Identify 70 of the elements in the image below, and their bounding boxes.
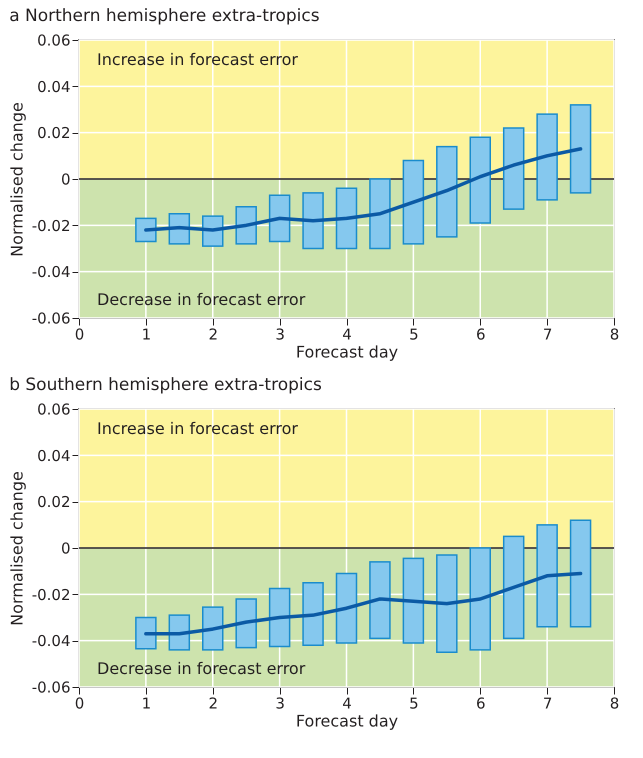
line-series — [144, 572, 582, 636]
bar — [268, 194, 290, 242]
bar — [402, 160, 424, 245]
y-tick-label: 0.04 — [37, 78, 70, 96]
bar — [570, 519, 592, 628]
x-tick-label: 6 — [476, 694, 486, 712]
chart-title: a Northern hemisphere extra-tropics — [9, 6, 320, 26]
y-tick-label: 0 — [60, 540, 70, 558]
bar — [302, 192, 324, 250]
bar — [369, 178, 391, 250]
y-axis-title: Normalised change — [8, 102, 27, 257]
bar — [502, 127, 524, 210]
y-tick-label: -0.04 — [32, 632, 70, 650]
y-tick-label: 0.02 — [37, 493, 70, 512]
bar — [536, 524, 558, 628]
bar — [369, 561, 391, 640]
y-tick-label: -0.04 — [32, 263, 70, 282]
y-tick-label: 0.06 — [37, 400, 70, 418]
bar — [235, 206, 257, 245]
x-axis-title: Forecast day — [296, 342, 398, 362]
bar — [536, 113, 558, 201]
x-tick-label: 3 — [275, 326, 285, 344]
bar — [235, 598, 257, 648]
x-tick-label: 5 — [409, 694, 419, 712]
y-tick-label: 0.04 — [37, 446, 70, 465]
y-tick-label: -0.02 — [32, 586, 70, 604]
bar — [135, 218, 157, 242]
x-tick-label: 8 — [610, 694, 620, 712]
band-label: Increase in forecast error — [97, 419, 298, 438]
x-tick-label: 4 — [342, 694, 352, 712]
band-label: Decrease in forecast error — [97, 659, 306, 678]
x-tick-label: 8 — [610, 326, 620, 344]
y-tick-label: -0.06 — [32, 310, 70, 328]
y-tick-label: 0 — [60, 170, 70, 188]
y-tick-label: 0.02 — [37, 124, 70, 142]
bar — [436, 554, 458, 653]
bar — [268, 588, 290, 648]
x-axis-title: Forecast day — [296, 712, 398, 730]
y-axis-title: Normalised change — [8, 471, 27, 626]
line-series — [144, 147, 582, 232]
bar — [570, 104, 592, 194]
x-tick-label: 0 — [74, 326, 84, 344]
chart-title: b Southern hemisphere extra-tropics — [9, 375, 322, 395]
bar — [470, 547, 491, 651]
band-label: Increase in forecast error — [97, 50, 298, 69]
bar — [336, 188, 358, 250]
x-tick-label: 4 — [342, 326, 352, 344]
bar — [336, 572, 358, 644]
bar — [135, 616, 157, 650]
x-tick-label: 6 — [476, 326, 486, 344]
bar — [168, 614, 190, 651]
y-tick-label: 0.06 — [37, 32, 70, 50]
x-tick-label: 0 — [74, 694, 84, 712]
y-tick-label: -0.06 — [32, 678, 70, 696]
bar — [302, 582, 324, 646]
x-tick-label: 7 — [542, 326, 552, 344]
x-tick-label: 5 — [409, 326, 419, 344]
bar — [402, 558, 424, 644]
x-tick-label: 3 — [275, 694, 285, 712]
x-tick-label: 2 — [208, 326, 218, 344]
band-label: Decrease in forecast error — [97, 290, 306, 309]
y-tick-label: -0.02 — [32, 216, 70, 235]
bar — [202, 606, 224, 651]
x-tick-label: 1 — [142, 326, 152, 344]
bar — [502, 536, 524, 640]
x-tick-label: 1 — [142, 694, 152, 712]
bar — [470, 136, 491, 224]
x-tick-label: 2 — [208, 694, 218, 712]
bar — [436, 146, 458, 238]
x-tick-label: 7 — [542, 694, 552, 712]
